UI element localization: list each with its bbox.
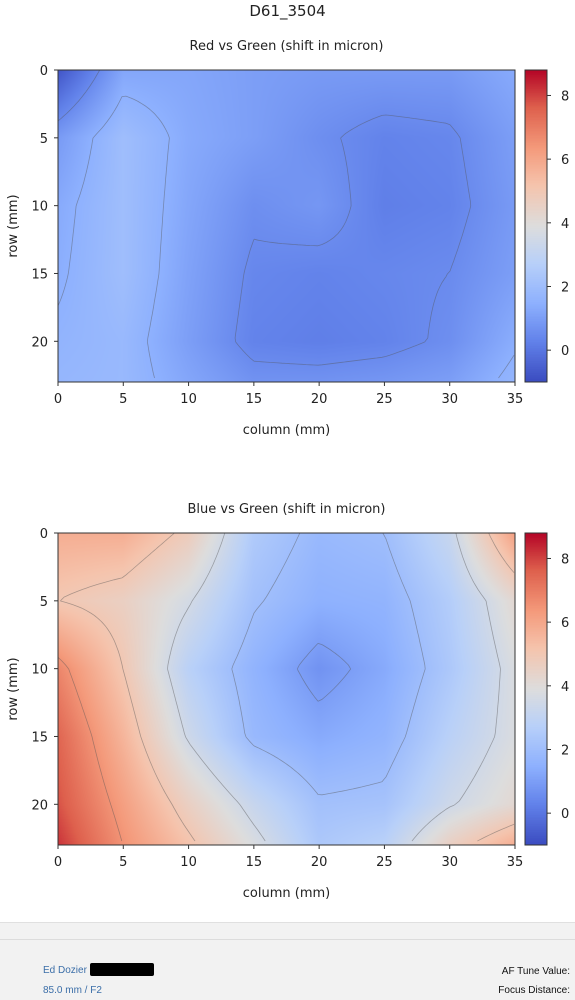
x-axis-label: column (mm) (243, 423, 330, 438)
red-vs-green-heatmap: Red vs Green (shift in micron)0 5 10 15 20 25… (6, 39, 569, 438)
x-tick-label: 35 (507, 855, 524, 870)
colorbar-tick-label: 0 (561, 807, 569, 822)
chart-title: Red vs Green (shift in micron) (190, 39, 384, 54)
author-name: Ed Dozier (43, 965, 87, 976)
colorbar-tick-label: 8 (561, 552, 569, 567)
y-tick-label: 10 (31, 200, 48, 215)
y-tick-label: 5 (40, 595, 48, 610)
contour-line (57, 69, 472, 366)
x-tick-label: 5 (119, 855, 127, 870)
y-tick-label: 5 (40, 132, 48, 147)
lens-info: 85.0 mm / F2 (43, 985, 102, 996)
x-tick-label: 15 (246, 855, 263, 870)
y-tick-label: 20 (31, 335, 48, 350)
x-tick-label: 35 (507, 392, 524, 407)
x-tick-label: 5 (119, 392, 127, 407)
contour-line (167, 532, 501, 842)
x-tick-label: 25 (376, 392, 393, 407)
footer-bar: Ed Dozier 85.0 mm / F2 AF Tune Value: Fo… (0, 922, 575, 1000)
colorbar-tick-label: 4 (561, 680, 569, 695)
y-tick-label: 0 (40, 64, 48, 79)
heatmap-field (58, 70, 515, 382)
colorbar-tick-label: 4 (561, 217, 569, 232)
colorbar-frame (524, 532, 548, 846)
plot-frame (57, 532, 516, 846)
y-tick-label: 15 (31, 267, 48, 282)
focus-distance-label: Focus Distance: (498, 985, 570, 996)
y-tick-label: 0 (40, 527, 48, 542)
contour-line (296, 643, 352, 702)
contour-line (57, 657, 123, 842)
x-tick-label: 15 (246, 392, 263, 407)
x-tick-label: 0 (54, 855, 62, 870)
blue-vs-green-heatmap: Blue vs Green (shift in micron)0 5 10 15 20 2… (6, 502, 569, 901)
x-tick-label: 30 (441, 855, 458, 870)
y-tick-label: 15 (31, 730, 48, 745)
colorbar-tick-label: 0 (561, 344, 569, 359)
x-tick-label: 10 (180, 855, 197, 870)
x-tick-label: 10 (180, 392, 197, 407)
page-title: D61_3504 (249, 2, 326, 20)
redaction-box (90, 963, 154, 976)
colorbar-tick-label: 8 (561, 89, 569, 104)
contour-line (231, 532, 426, 796)
colorbar-tick-label: 2 (561, 743, 569, 758)
x-tick-label: 30 (441, 392, 458, 407)
plot-frame (57, 69, 516, 383)
footer-divider (0, 939, 575, 940)
contour-line (60, 532, 515, 842)
y-tick-label: 10 (31, 663, 48, 678)
colorbar (525, 533, 547, 845)
contour-line (57, 95, 515, 379)
y-axis-label: row (mm) (6, 194, 21, 257)
x-tick-label: 0 (54, 392, 62, 407)
chart-title: Blue vs Green (shift in micron) (187, 502, 385, 517)
y-tick-label: 20 (31, 798, 48, 813)
heatmap-field (58, 533, 515, 845)
colorbar-frame (524, 69, 548, 383)
colorbar (525, 70, 547, 382)
y-axis-label: row (mm) (6, 657, 21, 720)
af-tune-label: AF Tune Value: (501, 966, 570, 977)
x-tick-label: 20 (311, 392, 328, 407)
x-axis-label: column (mm) (243, 886, 330, 901)
x-tick-label: 25 (376, 855, 393, 870)
colorbar-tick-label: 2 (561, 280, 569, 295)
x-tick-label: 20 (311, 855, 328, 870)
colorbar-tick-label: 6 (561, 153, 569, 168)
colorbar-tick-label: 6 (561, 616, 569, 631)
